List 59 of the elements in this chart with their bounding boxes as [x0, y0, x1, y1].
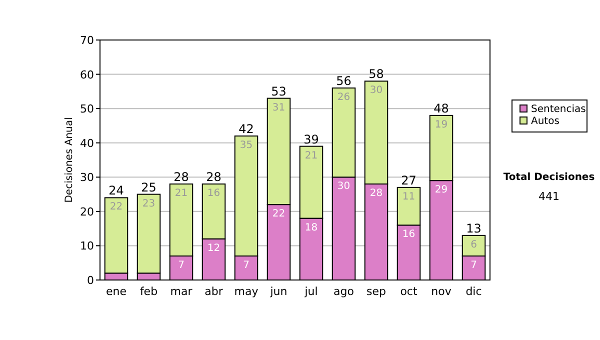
data-label: 29	[434, 184, 448, 196]
total-label: 58	[368, 67, 384, 82]
data-label: 30	[337, 181, 350, 192]
data-label: 11	[402, 191, 416, 202]
y-tick-label: 20	[80, 205, 94, 218]
legend-label: Sentencias	[531, 104, 586, 115]
legend-label: Autos	[531, 116, 560, 127]
data-label: 7	[470, 260, 477, 271]
data-label: 31	[272, 102, 286, 114]
x-tick-label: ago	[334, 285, 354, 298]
data-label: 30	[370, 85, 383, 96]
total-label: 56	[336, 74, 352, 88]
x-tick-label: jun	[269, 285, 288, 298]
x-tick-label: sep	[366, 285, 386, 298]
total-label: 25	[141, 180, 156, 194]
data-label: 18	[304, 222, 318, 234]
total-label: 27	[401, 173, 416, 188]
y-tick-label: 30	[80, 171, 94, 184]
y-tick-label: 40	[80, 136, 94, 150]
data-label: 7	[243, 260, 250, 271]
total-label: 42	[238, 122, 254, 136]
total-label: 53	[271, 84, 286, 98]
y-tick-label: 70	[80, 34, 94, 47]
data-label: 6	[470, 239, 477, 250]
total-label: 39	[304, 132, 319, 146]
y-tick-label: 0	[87, 274, 94, 287]
total-label: 24	[108, 184, 124, 198]
total-label: 28	[174, 170, 189, 184]
data-label: 23	[142, 198, 156, 210]
y-tick-label: 60	[80, 68, 94, 82]
x-tick-label: feb	[140, 285, 158, 298]
data-label: 28	[370, 188, 383, 199]
x-tick-label: ene	[106, 285, 127, 298]
text: Total Decisiones	[503, 172, 595, 183]
data-label: 22	[110, 202, 123, 213]
data-label: 22	[272, 208, 286, 220]
text: 441	[538, 190, 560, 203]
x-tick-label: jul	[304, 285, 318, 298]
x-tick-label: abr	[204, 285, 224, 298]
total-label: 48	[434, 101, 449, 116]
data-label: 21	[174, 188, 188, 199]
data-label: 19	[434, 119, 448, 130]
x-tick-label: may	[234, 285, 259, 298]
y-tick-label: 50	[80, 102, 94, 116]
x-tick-label: mar	[170, 285, 193, 298]
x-tick-label: nov	[431, 285, 452, 298]
data-label: 16	[207, 188, 220, 199]
y-tick-label: 10	[80, 240, 94, 253]
x-tick-label: dic	[466, 285, 482, 298]
x-tick-label: oct	[400, 285, 418, 298]
y-axis-title: Decisiones Anual	[64, 117, 75, 203]
total-label: 28	[206, 170, 222, 184]
data-label: 12	[207, 242, 220, 254]
data-label: 35	[240, 140, 253, 151]
data-label: 21	[304, 150, 318, 162]
data-label: 26	[337, 92, 350, 103]
total-label: 13	[466, 221, 482, 236]
data-label: 7	[178, 260, 184, 271]
data-label: 16	[402, 229, 416, 240]
